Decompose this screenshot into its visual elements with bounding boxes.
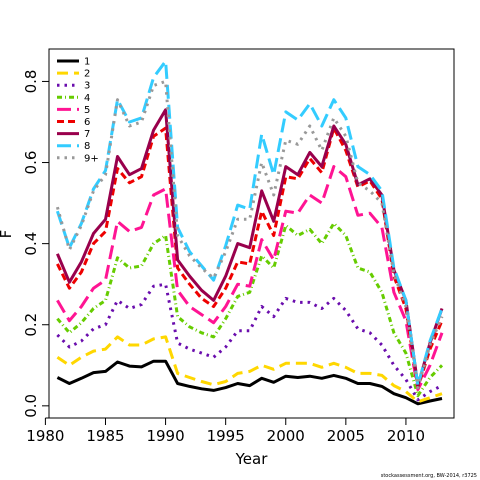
legend-label: 9+: [84, 153, 99, 164]
legend-label: 3: [84, 81, 90, 92]
legend-label: 6: [84, 117, 90, 128]
series-line-4: [56, 221, 444, 398]
series-line-2: [56, 335, 443, 404]
legend-label: 2: [84, 69, 90, 80]
y-tick-label: 0.4: [22, 232, 40, 256]
legend-label: 1: [84, 57, 90, 68]
series-lines: [55, 59, 444, 406]
series-line-5: [56, 165, 444, 392]
x-tick-label: 1995: [207, 427, 245, 445]
series-line-3: [56, 282, 443, 402]
x-tick-label: 2010: [387, 427, 425, 445]
y-tick-label: 0.0: [22, 394, 40, 418]
y-tick-label: 0.8: [22, 70, 40, 94]
y-tick-label: 0.2: [22, 313, 40, 337]
x-tick-label: 1990: [146, 427, 184, 445]
series-line-9plus: [55, 79, 444, 390]
y-axis: 0.0 0.2 0.4 0.6 0.8: [22, 70, 50, 418]
x-tick-label: 2000: [267, 427, 305, 445]
series-line-1: [56, 359, 443, 406]
legend-label: 7: [84, 129, 90, 140]
x-tick-label: 1985: [86, 427, 124, 445]
y-axis-title: F: [0, 230, 15, 239]
credit-text: stockassessment.org, BW-2014, r3725: [381, 473, 477, 479]
series-line-7: [56, 108, 444, 388]
x-axis-title: Year: [235, 450, 269, 468]
x-axis: 1980 1985 1990 1995 2000 2005 2010: [26, 417, 425, 445]
legend-label: 5: [84, 105, 90, 116]
y-tick-label: 0.6: [22, 151, 40, 175]
x-tick-label: 1980: [26, 427, 64, 445]
series-line-6: [56, 126, 444, 390]
x-tick-label: 2005: [327, 427, 365, 445]
legend-label: 4: [84, 93, 90, 104]
legend-label: 8: [84, 141, 90, 152]
